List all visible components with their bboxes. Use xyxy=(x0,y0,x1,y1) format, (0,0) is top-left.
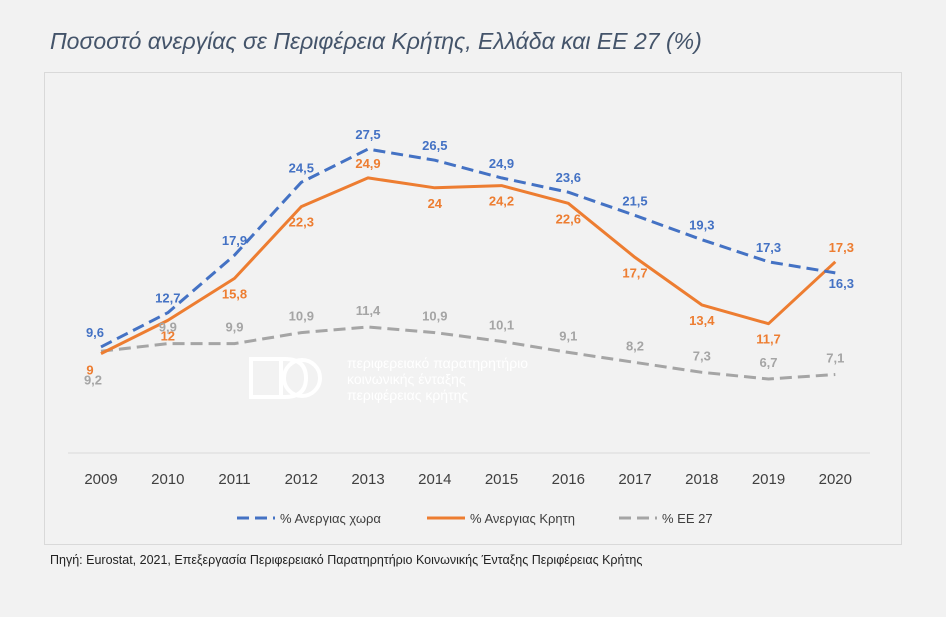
data-label-s2-2015: 10,1 xyxy=(489,317,514,332)
data-label-s0-2017: 21,5 xyxy=(622,193,647,208)
x-tick-label-2019: 2019 xyxy=(752,471,785,488)
series-line-1 xyxy=(100,176,837,355)
data-label-s1-2013: 24,9 xyxy=(355,156,380,171)
data-label-s1-2010: 12 xyxy=(161,328,175,343)
x-tick-label-2015: 2015 xyxy=(485,471,518,488)
x-tick-label-2011: 2011 xyxy=(218,471,250,488)
chart-title: Ποσοστό ανεργίας σε Περιφέρεια Κρήτης, Ε… xyxy=(50,28,702,54)
data-label-s0-2018: 19,3 xyxy=(689,218,714,233)
x-tick-label-2018: 2018 xyxy=(685,471,718,488)
data-label-s2-2019: 6,7 xyxy=(759,355,777,370)
data-label-s2-2020: 7,1 xyxy=(826,351,844,366)
data-label-s2-2017: 8,2 xyxy=(626,338,644,353)
watermark-line3: περιφέρειας κρήτης xyxy=(347,387,468,403)
data-label-s0-2009: 9,6 xyxy=(86,325,104,340)
data-label-s1-2009: 9 xyxy=(86,363,93,378)
data-label-s0-2019: 17,3 xyxy=(756,240,781,255)
series-line-2 xyxy=(100,325,836,381)
series-line-0 xyxy=(100,147,836,349)
data-label-s0-2014: 26,5 xyxy=(422,138,447,153)
data-label-s0-2016: 23,6 xyxy=(556,170,581,185)
data-label-s0-2012: 24,5 xyxy=(289,160,314,175)
x-tick-label-2016: 2016 xyxy=(552,471,585,488)
observatory-logo: περιφερειακό παρατηρητήριο κοινωνικής έν… xyxy=(249,355,528,403)
data-label-s2-2012: 10,9 xyxy=(289,309,314,324)
data-label-s2-2010: 9,9 xyxy=(159,320,177,335)
data-label-s1-2014: 24 xyxy=(428,196,443,211)
data-label-s2-2014: 10,9 xyxy=(422,309,447,324)
data-label-s0-2013: 27,5 xyxy=(355,127,380,142)
legend-label-0: % Ανεργιας χωρα xyxy=(280,511,381,526)
legend-label-2: % ΕΕ 27 xyxy=(662,511,713,526)
data-label-s2-2011: 9,9 xyxy=(225,320,243,335)
x-tick-label-2012: 2012 xyxy=(285,471,318,488)
data-label-s0-2020: 16,3 xyxy=(829,276,854,291)
data-label-s0-2015: 24,9 xyxy=(489,156,514,171)
data-label-s0-2010: 12,7 xyxy=(155,291,180,306)
x-tick-label-2014: 2014 xyxy=(418,471,451,488)
data-label-s1-2011: 15,8 xyxy=(222,286,247,301)
data-label-s2-2013: 11,4 xyxy=(356,303,381,318)
data-label-s1-2016: 22,6 xyxy=(556,211,581,226)
data-label-s2-2018: 7,3 xyxy=(693,348,711,363)
x-tick-label-2013: 2013 xyxy=(351,471,384,488)
legend-label-1: % Ανεργιας Κρητη xyxy=(470,511,575,526)
x-tick-label-2020: 2020 xyxy=(819,471,852,488)
data-label-s0-2011: 17,9 xyxy=(222,233,247,248)
data-label-s1-2015: 24,2 xyxy=(489,194,514,209)
data-label-s1-2017: 17,7 xyxy=(622,265,647,280)
x-tick-label-2009: 2009 xyxy=(84,471,117,488)
data-label-s1-2019: 11,7 xyxy=(756,332,781,347)
x-tick-label-2010: 2010 xyxy=(151,471,184,488)
watermark-line1: περιφερειακό παρατηρητήριο xyxy=(347,355,528,371)
data-label-s2-2016: 9,1 xyxy=(559,328,577,343)
data-label-s1-2012: 22,3 xyxy=(289,215,314,230)
data-label-s2-2009: 9,2 xyxy=(84,372,102,387)
watermark-line2: κοινωνικής ένταξης xyxy=(347,371,466,387)
data-label-s1-2020: 17,3 xyxy=(829,240,854,255)
data-label-s1-2018: 13,4 xyxy=(689,313,715,328)
source-note: Πηγή: Eurostat, 2021, Επεξεργασία Περιφε… xyxy=(50,553,643,567)
x-tick-label-2017: 2017 xyxy=(618,471,651,488)
